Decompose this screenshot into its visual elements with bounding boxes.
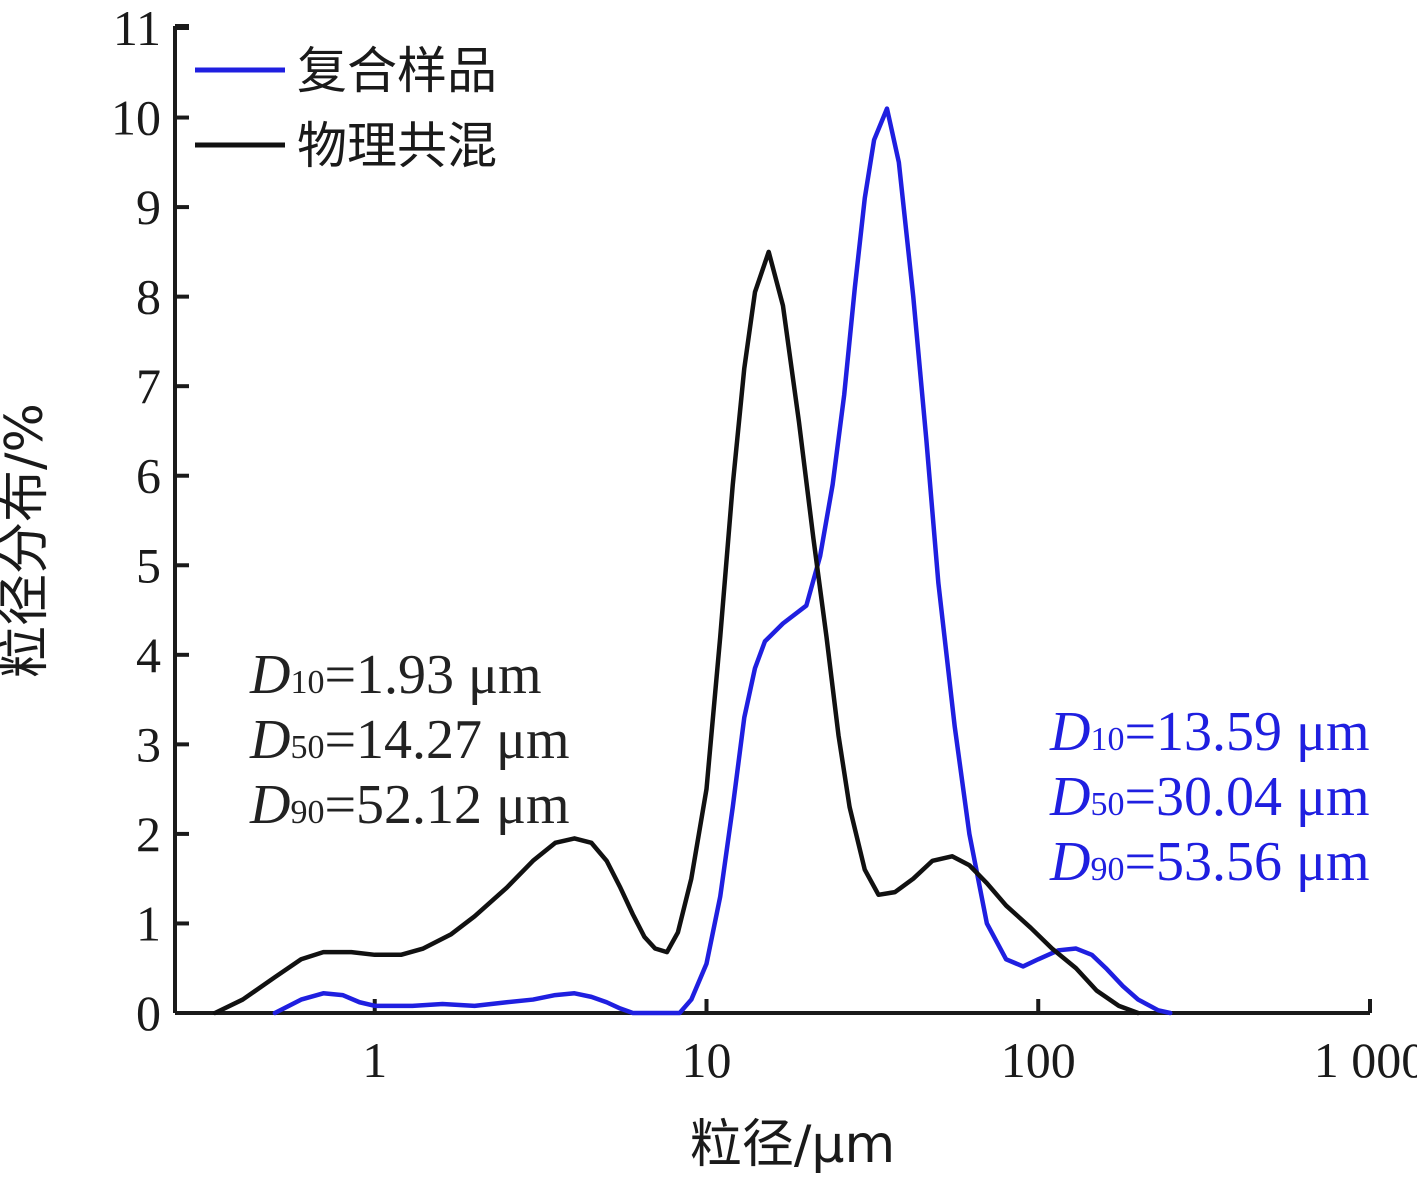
x-tick-label: 10 bbox=[681, 1032, 731, 1088]
x-tick-label: 100 bbox=[1001, 1032, 1076, 1088]
y-tick-label: 11 bbox=[113, 0, 161, 56]
annotation-value: =30.04 μm bbox=[1124, 766, 1369, 828]
annotation-value: =1.93 μm bbox=[324, 644, 541, 706]
annotation-symbol: D bbox=[1049, 831, 1090, 893]
series-group bbox=[212, 106, 1173, 1016]
annotation-subscript: 10 bbox=[1090, 721, 1124, 758]
x-tick-label: 1 bbox=[362, 1032, 387, 1088]
annotation-2-line-2: D50=30.04 μm bbox=[1049, 766, 1370, 828]
y-tick-label: 7 bbox=[136, 358, 161, 414]
annotation-symbol: D bbox=[249, 709, 290, 771]
y-tick-label: 4 bbox=[136, 627, 161, 683]
y-tick-label: 1 bbox=[136, 895, 161, 951]
annotation-subscript: 10 bbox=[290, 664, 324, 701]
annotation-value: =52.12 μm bbox=[324, 774, 569, 836]
annotation-value: =53.56 μm bbox=[1124, 831, 1369, 893]
annotation-symbol: D bbox=[1049, 766, 1090, 828]
y-tick-label: 2 bbox=[136, 806, 161, 862]
annotation-1-line-1: D10=1.93 μm bbox=[249, 644, 542, 706]
annotation-symbol: D bbox=[1049, 701, 1090, 763]
legend-label-1: 复合样品 bbox=[297, 42, 497, 100]
y-tick-label: 10 bbox=[111, 90, 161, 146]
annotation-subscript: 50 bbox=[290, 729, 324, 766]
series-line-2 bbox=[212, 249, 1141, 1016]
annotation-value: =14.27 μm bbox=[324, 709, 569, 771]
annotation-2-line-3: D90=53.56 μm bbox=[1049, 831, 1370, 893]
annotation-subscript: 50 bbox=[1090, 786, 1124, 823]
legend-label-2: 物理共混 bbox=[297, 117, 497, 175]
y-axis-title: 粒径分布/% bbox=[0, 403, 55, 678]
x-axis-title: 粒径/μm bbox=[690, 1115, 895, 1175]
y-tick-label: 9 bbox=[136, 179, 161, 235]
annotation-subscript: 90 bbox=[290, 794, 324, 831]
x-tick-label: 1 000 bbox=[1314, 1032, 1417, 1088]
series-line-1 bbox=[272, 106, 1173, 1016]
annotation-1-line-3: D90=52.12 μm bbox=[249, 774, 570, 836]
annotation-value: =13.59 μm bbox=[1124, 701, 1369, 763]
y-tick-label: 5 bbox=[136, 537, 161, 593]
annotation-subscript: 90 bbox=[1090, 851, 1124, 888]
y-tick-label: 3 bbox=[136, 716, 161, 772]
annotation-2-line-1: D10=13.59 μm bbox=[1049, 701, 1370, 763]
annotation-symbol: D bbox=[249, 774, 290, 836]
y-tick-label: 0 bbox=[136, 985, 161, 1041]
annotation-symbol: D bbox=[249, 644, 290, 706]
y-tick-label: 6 bbox=[136, 448, 161, 504]
y-tick-label: 8 bbox=[136, 269, 161, 325]
annotation-1-line-2: D50=14.27 μm bbox=[249, 709, 570, 771]
